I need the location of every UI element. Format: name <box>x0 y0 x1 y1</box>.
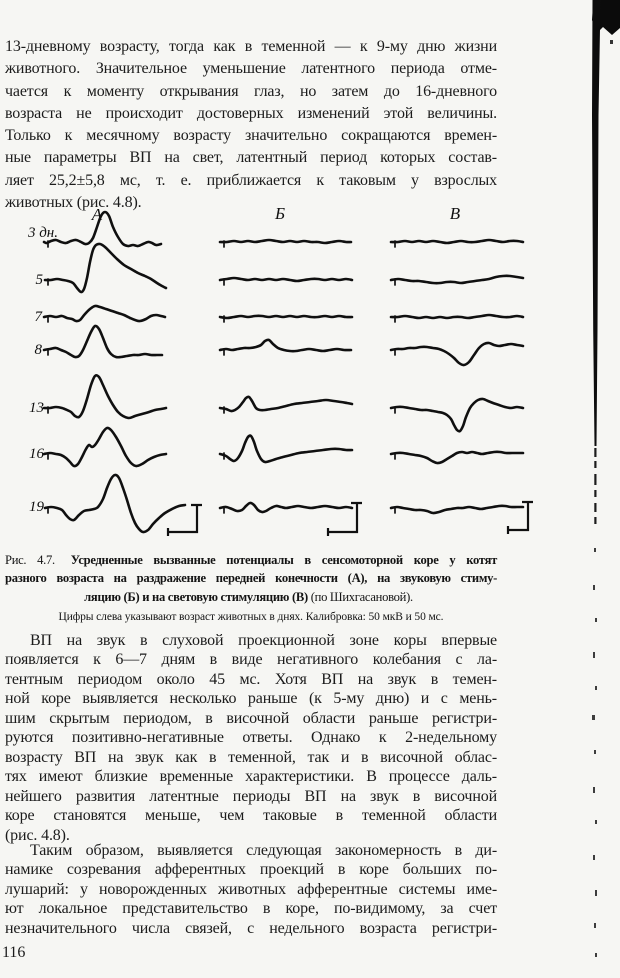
ep-trace-col2-row6 <box>389 504 525 515</box>
calibration-bar <box>506 500 533 534</box>
caption-text: Усредненные вызванные потенциалы в сенсо… <box>70 553 498 567</box>
text-line: нейшего развития латентные периоды ВП на… <box>5 787 497 805</box>
calibration-bar <box>166 503 202 536</box>
ep-trace-col0-row1 <box>43 242 168 294</box>
text-line: незначительного числа связей, с недельно… <box>5 919 497 937</box>
caption-note: Цифры слева указывают возраст животных в… <box>58 611 444 624</box>
ep-trace-col2-row2 <box>389 313 525 320</box>
age-label: 19 <box>29 499 45 515</box>
age-label: 7 <box>35 309 44 325</box>
paragraph-1: 13-дневному возрасту, тогда как в теменн… <box>5 36 497 214</box>
text-line: животных (рис. 4.8). <box>5 194 142 212</box>
text-line: возрасту ВП на звук как в теменной, так … <box>5 748 497 766</box>
ep-trace-col1-row6 <box>218 501 354 514</box>
ep-trace-col0-row5 <box>42 426 168 468</box>
age-label: 5 <box>36 272 44 288</box>
page-number: 116 <box>2 944 26 961</box>
text-line: ной коре выявляется несколько раньше (к … <box>5 690 497 708</box>
ep-trace-col0-row0 <box>42 210 163 248</box>
ep-trace-col0-row3 <box>42 324 164 359</box>
ep-trace-col1-row2 <box>218 314 354 320</box>
age-label: 3 дн. <box>27 225 58 241</box>
text-line: ляет 25,2±5,8 мс, т. е. приближается к т… <box>5 171 497 189</box>
ep-trace-col2-row3 <box>389 341 525 367</box>
age-label: 16 <box>29 446 45 462</box>
text-line: тентным периодом около 45 мс. Хотя ВП на… <box>5 670 497 688</box>
ep-trace-col1-row3 <box>218 338 353 353</box>
calibration-bar <box>326 501 362 536</box>
ep-trace-col2-row0 <box>389 238 525 245</box>
ep-trace-col1-row4 <box>218 395 354 413</box>
ep-trace-col1-row1 <box>218 276 354 283</box>
text-line: появляется к 6—7 дням в виде негативного… <box>5 651 497 669</box>
ep-trace-col2-row1 <box>389 274 525 285</box>
text-line: ВП на звук в слуховой проекционной зоне … <box>30 632 497 649</box>
caption-text: ляцию (Б) и на световую стимуляцию (В) <box>84 589 308 604</box>
text-line: лушарий: у новорожденных животных аффере… <box>5 880 497 898</box>
age-label: 8 <box>35 342 43 358</box>
caption-attribution: (по Шихгасановой). <box>310 589 413 604</box>
age-label: 13 <box>29 400 44 416</box>
ep-trace-col2-row4 <box>389 397 525 433</box>
text-line: шим скрытым периодом, в височной области… <box>5 709 497 727</box>
ep-trace-col2-row5 <box>389 450 525 465</box>
text-line: коре становятся меньше, чем таковые в те… <box>5 807 497 825</box>
caption-line: ляцию (Б) и на световую стимуляцию (В) (… <box>5 588 497 606</box>
text-line: (рис. 4.8). <box>5 826 70 844</box>
paragraph-3: Таким образом, выявляется следующая зако… <box>5 841 497 938</box>
text-line: тях имеют близкие временные характеристи… <box>5 768 497 786</box>
text-line: Только к месячному возрасту значительно … <box>5 127 497 145</box>
text-line: 13-дневному возрасту, тогда как в теменн… <box>5 38 497 55</box>
text-line: ют локальное представительство в коре, п… <box>5 900 497 918</box>
text-line: Таким образом, выявляется следующая зако… <box>30 842 497 859</box>
column-header-В: В <box>450 204 461 223</box>
figure-number: Рис. 4.7. <box>5 553 55 567</box>
text-line: намике созревания афферентных проекций в… <box>5 861 497 879</box>
ep-trace-col1-row5 <box>218 434 354 464</box>
text-line: возраста не происходит достоверных измен… <box>5 104 497 122</box>
ep-trace-col0-row2 <box>42 304 167 323</box>
paragraph-2: ВП на звук в слуховой проекционной зоне … <box>5 631 497 845</box>
text-line: животного. Значительное уменьшение латен… <box>5 60 497 78</box>
ep-trace-col0-row4 <box>42 374 168 420</box>
text-line: ные параметры ВП на свет, латентный пери… <box>5 149 497 167</box>
text-line: руются позитивно-негативные ответы. Одна… <box>5 729 497 747</box>
column-header-Б: Б <box>274 204 285 223</box>
text-line: чается к моменту открывания глаз, но зат… <box>5 82 497 100</box>
corner-blob <box>592 0 620 35</box>
ep-trace-col0-row6 <box>43 473 187 534</box>
figure-caption: Рис. 4.7. Усредненные вызванные потенциа… <box>5 551 497 625</box>
caption-line: Рис. 4.7. Усредненные вызванные потенциа… <box>5 551 497 569</box>
caption-line: разного возраста на раздражение передней… <box>5 571 497 586</box>
ep-trace-col1-row0 <box>218 238 353 245</box>
